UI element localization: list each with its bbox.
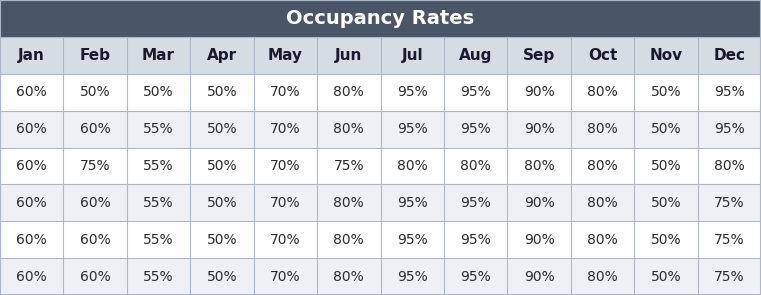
Text: Mar: Mar bbox=[142, 48, 175, 63]
Text: 80%: 80% bbox=[524, 159, 555, 173]
Text: 70%: 70% bbox=[270, 122, 301, 136]
Text: 60%: 60% bbox=[16, 270, 47, 283]
Text: 80%: 80% bbox=[333, 85, 365, 99]
FancyBboxPatch shape bbox=[0, 0, 761, 37]
Text: Sep: Sep bbox=[523, 48, 556, 63]
Text: 95%: 95% bbox=[396, 122, 428, 136]
Text: Oct: Oct bbox=[587, 48, 617, 63]
Text: 50%: 50% bbox=[143, 85, 174, 99]
Text: 55%: 55% bbox=[143, 270, 174, 283]
Text: 80%: 80% bbox=[714, 159, 745, 173]
Text: 95%: 95% bbox=[460, 233, 491, 247]
Text: 75%: 75% bbox=[714, 270, 744, 283]
Text: 70%: 70% bbox=[270, 196, 301, 210]
Text: Aug: Aug bbox=[459, 48, 492, 63]
Text: 90%: 90% bbox=[524, 122, 555, 136]
Text: 90%: 90% bbox=[524, 270, 555, 283]
Text: 95%: 95% bbox=[460, 85, 491, 99]
FancyBboxPatch shape bbox=[0, 184, 761, 221]
Text: 50%: 50% bbox=[80, 85, 110, 99]
FancyBboxPatch shape bbox=[0, 37, 761, 74]
Text: 75%: 75% bbox=[333, 159, 364, 173]
Text: 80%: 80% bbox=[333, 270, 365, 283]
Text: May: May bbox=[268, 48, 303, 63]
Text: 70%: 70% bbox=[270, 85, 301, 99]
Text: 80%: 80% bbox=[396, 159, 428, 173]
Text: 50%: 50% bbox=[651, 85, 681, 99]
Text: 70%: 70% bbox=[270, 270, 301, 283]
Text: 75%: 75% bbox=[80, 159, 110, 173]
Text: Feb: Feb bbox=[80, 48, 110, 63]
Text: 90%: 90% bbox=[524, 233, 555, 247]
Text: 50%: 50% bbox=[207, 196, 237, 210]
Text: 80%: 80% bbox=[460, 159, 491, 173]
Text: 90%: 90% bbox=[524, 196, 555, 210]
Text: 95%: 95% bbox=[396, 196, 428, 210]
Text: 95%: 95% bbox=[714, 122, 745, 136]
Text: 60%: 60% bbox=[80, 233, 110, 247]
Text: 50%: 50% bbox=[651, 270, 681, 283]
Text: 70%: 70% bbox=[270, 233, 301, 247]
Text: 90%: 90% bbox=[524, 85, 555, 99]
Text: 50%: 50% bbox=[207, 85, 237, 99]
Text: 95%: 95% bbox=[460, 196, 491, 210]
Text: 95%: 95% bbox=[714, 85, 745, 99]
FancyBboxPatch shape bbox=[0, 258, 761, 295]
Text: 55%: 55% bbox=[143, 159, 174, 173]
Text: 60%: 60% bbox=[16, 122, 47, 136]
Text: 95%: 95% bbox=[396, 270, 428, 283]
Text: Jun: Jun bbox=[335, 48, 362, 63]
Text: 75%: 75% bbox=[714, 196, 744, 210]
Text: 80%: 80% bbox=[587, 270, 618, 283]
Text: 50%: 50% bbox=[207, 233, 237, 247]
Text: 80%: 80% bbox=[587, 196, 618, 210]
FancyBboxPatch shape bbox=[0, 221, 761, 258]
Text: Jul: Jul bbox=[401, 48, 423, 63]
Text: 60%: 60% bbox=[16, 85, 47, 99]
Text: 60%: 60% bbox=[80, 270, 110, 283]
Text: 50%: 50% bbox=[207, 122, 237, 136]
Text: 55%: 55% bbox=[143, 233, 174, 247]
Text: 80%: 80% bbox=[587, 159, 618, 173]
Text: 60%: 60% bbox=[80, 122, 110, 136]
Text: 60%: 60% bbox=[16, 233, 47, 247]
Text: 80%: 80% bbox=[333, 122, 365, 136]
Text: Jan: Jan bbox=[18, 48, 45, 63]
Text: Dec: Dec bbox=[713, 48, 745, 63]
Text: 50%: 50% bbox=[207, 270, 237, 283]
Text: Occupancy Rates: Occupancy Rates bbox=[286, 9, 475, 28]
Text: 80%: 80% bbox=[587, 85, 618, 99]
Text: Nov: Nov bbox=[649, 48, 683, 63]
FancyBboxPatch shape bbox=[0, 111, 761, 148]
Text: 80%: 80% bbox=[333, 196, 365, 210]
Text: 60%: 60% bbox=[80, 196, 110, 210]
FancyBboxPatch shape bbox=[0, 74, 761, 111]
Text: 75%: 75% bbox=[714, 233, 744, 247]
Text: 50%: 50% bbox=[651, 233, 681, 247]
FancyBboxPatch shape bbox=[0, 148, 761, 184]
Text: 70%: 70% bbox=[270, 159, 301, 173]
Text: 95%: 95% bbox=[460, 122, 491, 136]
Text: 50%: 50% bbox=[207, 159, 237, 173]
Text: 60%: 60% bbox=[16, 196, 47, 210]
Text: 55%: 55% bbox=[143, 196, 174, 210]
Text: 55%: 55% bbox=[143, 122, 174, 136]
Text: 50%: 50% bbox=[651, 122, 681, 136]
Text: 95%: 95% bbox=[460, 270, 491, 283]
Text: 80%: 80% bbox=[587, 122, 618, 136]
Text: 60%: 60% bbox=[16, 159, 47, 173]
Text: 80%: 80% bbox=[587, 233, 618, 247]
Text: 80%: 80% bbox=[333, 233, 365, 247]
Text: Apr: Apr bbox=[207, 48, 237, 63]
Text: 95%: 95% bbox=[396, 85, 428, 99]
Text: 95%: 95% bbox=[396, 233, 428, 247]
Text: 50%: 50% bbox=[651, 196, 681, 210]
Text: 50%: 50% bbox=[651, 159, 681, 173]
